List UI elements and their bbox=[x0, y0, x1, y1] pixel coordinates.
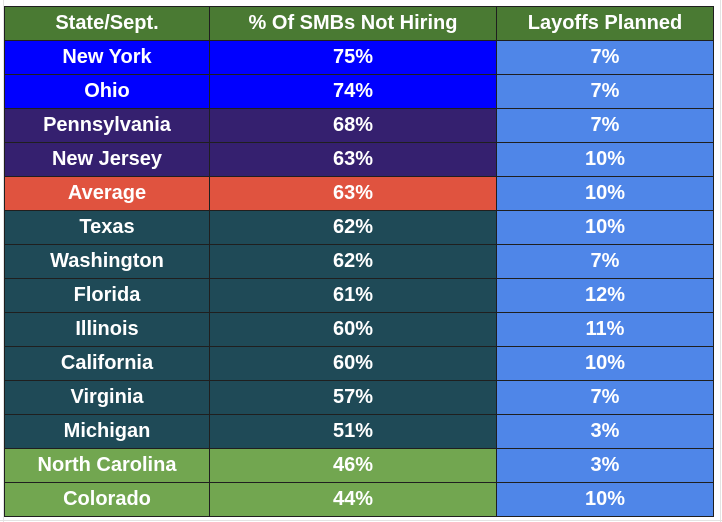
column-header-state[interactable]: State/Sept. bbox=[4, 6, 210, 41]
state-cell[interactable]: Florida bbox=[4, 278, 210, 313]
layoffs-cell[interactable]: 7% bbox=[496, 40, 714, 75]
table-row: New Jersey 63% 10% bbox=[4, 142, 714, 177]
table-row: Virginia 57% 7% bbox=[4, 380, 714, 415]
layoffs-cell[interactable]: 10% bbox=[496, 142, 714, 177]
state-cell[interactable]: North Carolina bbox=[4, 448, 210, 483]
layoffs-cell[interactable]: 10% bbox=[496, 482, 714, 517]
layoffs-cell[interactable]: 3% bbox=[496, 448, 714, 483]
table-row: Pennsylvania 68% 7% bbox=[4, 108, 714, 143]
state-cell[interactable]: Colorado bbox=[4, 482, 210, 517]
table-row: North Carolina 46% 3% bbox=[4, 448, 714, 483]
state-cell[interactable]: Virginia bbox=[4, 380, 210, 415]
not-hiring-cell[interactable]: 61% bbox=[209, 278, 497, 313]
state-cell[interactable]: New Jersey bbox=[4, 142, 210, 177]
state-cell[interactable]: New York bbox=[4, 40, 210, 75]
table-row: Texas 62% 10% bbox=[4, 210, 714, 245]
layoffs-cell[interactable]: 10% bbox=[496, 176, 714, 211]
layoffs-cell[interactable]: 12% bbox=[496, 278, 714, 313]
layoffs-cell[interactable]: 7% bbox=[496, 74, 714, 109]
table-row: Michigan 51% 3% bbox=[4, 414, 714, 449]
layoffs-cell[interactable]: 7% bbox=[496, 380, 714, 415]
state-cell[interactable]: Pennsylvania bbox=[4, 108, 210, 143]
state-cell[interactable]: Michigan bbox=[4, 414, 210, 449]
layoffs-cell[interactable]: 10% bbox=[496, 346, 714, 381]
state-cell[interactable]: Ohio bbox=[4, 74, 210, 109]
header-row: State/Sept. % Of SMBs Not Hiring Layoffs… bbox=[4, 6, 714, 41]
table-row: Ohio 74% 7% bbox=[4, 74, 714, 109]
table-row: California 60% 10% bbox=[4, 346, 714, 381]
table-row: New York 75% 7% bbox=[4, 40, 714, 75]
layoffs-cell[interactable]: 7% bbox=[496, 108, 714, 143]
sheet-gridline bbox=[0, 520, 722, 521]
state-cell[interactable]: Washington bbox=[4, 244, 210, 279]
not-hiring-cell[interactable]: 57% bbox=[209, 380, 497, 415]
sheet-gridline bbox=[3, 0, 4, 522]
state-cell[interactable]: Average bbox=[4, 176, 210, 211]
table-row: Average 63% 10% bbox=[4, 176, 714, 211]
not-hiring-cell[interactable]: 44% bbox=[209, 482, 497, 517]
column-header-layoffs[interactable]: Layoffs Planned bbox=[496, 6, 714, 41]
layoffs-cell[interactable]: 10% bbox=[496, 210, 714, 245]
layoffs-cell[interactable]: 11% bbox=[496, 312, 714, 347]
not-hiring-cell[interactable]: 68% bbox=[209, 108, 497, 143]
state-cell[interactable]: California bbox=[4, 346, 210, 381]
not-hiring-cell[interactable]: 46% bbox=[209, 448, 497, 483]
not-hiring-cell[interactable]: 74% bbox=[209, 74, 497, 109]
state-cell[interactable]: Illinois bbox=[4, 312, 210, 347]
state-cell[interactable]: Texas bbox=[4, 210, 210, 245]
not-hiring-cell[interactable]: 62% bbox=[209, 210, 497, 245]
not-hiring-cell[interactable]: 60% bbox=[209, 346, 497, 381]
not-hiring-cell[interactable]: 63% bbox=[209, 142, 497, 177]
table-row: Florida 61% 12% bbox=[4, 278, 714, 313]
table-row: Colorado 44% 10% bbox=[4, 482, 714, 517]
not-hiring-cell[interactable]: 51% bbox=[209, 414, 497, 449]
not-hiring-cell[interactable]: 63% bbox=[209, 176, 497, 211]
not-hiring-cell[interactable]: 60% bbox=[209, 312, 497, 347]
column-header-not-hiring[interactable]: % Of SMBs Not Hiring bbox=[209, 6, 497, 41]
sheet-gridline bbox=[720, 0, 721, 522]
smb-hiring-table: State/Sept. % Of SMBs Not Hiring Layoffs… bbox=[4, 6, 714, 517]
not-hiring-cell[interactable]: 75% bbox=[209, 40, 497, 75]
layoffs-cell[interactable]: 7% bbox=[496, 244, 714, 279]
table-row: Illinois 60% 11% bbox=[4, 312, 714, 347]
not-hiring-cell[interactable]: 62% bbox=[209, 244, 497, 279]
layoffs-cell[interactable]: 3% bbox=[496, 414, 714, 449]
table-row: Washington 62% 7% bbox=[4, 244, 714, 279]
